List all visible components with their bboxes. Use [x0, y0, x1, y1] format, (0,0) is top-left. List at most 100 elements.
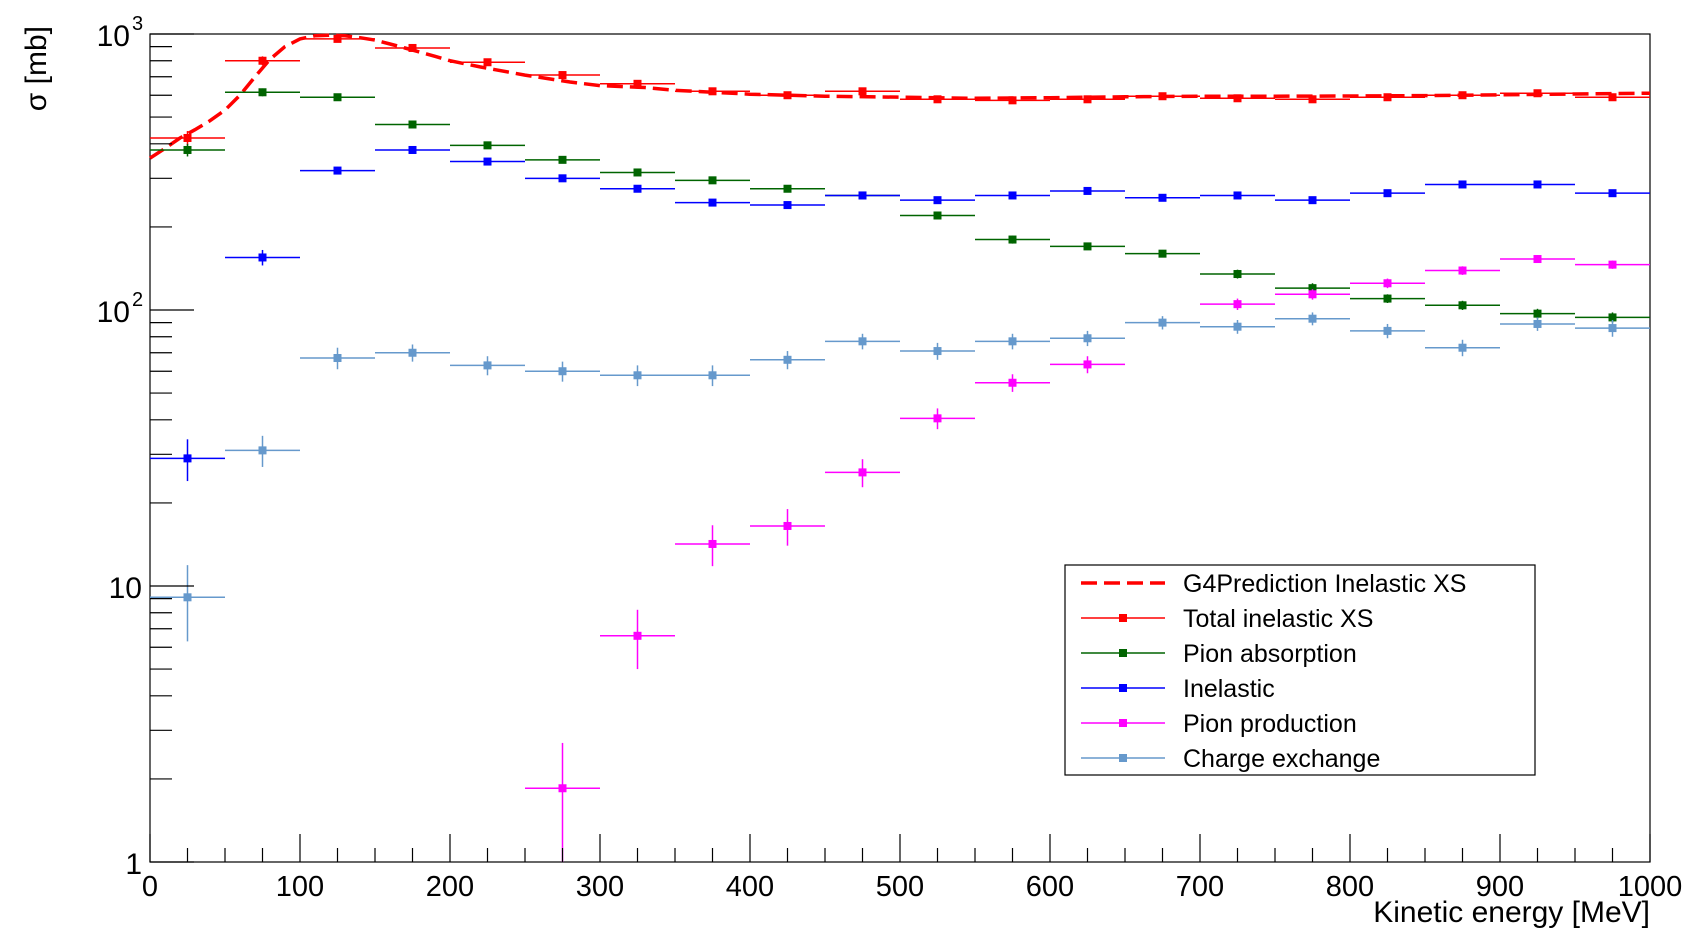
data-point: [483, 58, 492, 67]
y-tick-label: 10: [109, 572, 142, 605]
data-point: [933, 414, 942, 423]
legend: G4Prediction Inelastic XS Total inelastic…: [1064, 564, 1536, 776]
data-point: [1233, 94, 1242, 103]
data-point: [558, 367, 567, 376]
legend-entry-label: Inelastic: [1183, 675, 1275, 703]
data-point: [933, 211, 942, 220]
data-point: [1308, 196, 1317, 205]
data-point: [1383, 93, 1392, 102]
data-point: [708, 539, 717, 548]
data-point: [1008, 235, 1017, 244]
series-total-inelastic-xs: [150, 34, 1650, 146]
data-point: [408, 43, 417, 52]
data-point: [858, 337, 867, 346]
data-point: [1533, 319, 1542, 328]
data-point: [933, 196, 942, 205]
data-point: [858, 87, 867, 96]
data-point: [783, 355, 792, 364]
y-tick-label: 10: [97, 20, 130, 53]
x-tick-label: 600: [1026, 871, 1074, 903]
data-point: [483, 157, 492, 166]
data-point: [1008, 337, 1017, 346]
data-point: [1083, 242, 1092, 251]
x-tick-label: 900: [1476, 871, 1524, 903]
data-point: [1533, 255, 1542, 264]
data-point: [858, 191, 867, 200]
data-point: [708, 198, 717, 207]
data-point: [1308, 95, 1317, 104]
y-tick-label: 1: [125, 848, 142, 881]
x-tick-label: 300: [576, 871, 624, 903]
y-tick-label: 10: [97, 296, 130, 329]
data-point: [1383, 189, 1392, 198]
legend-swatch-marker: [1119, 754, 1127, 762]
y-axis-label: σ [mb]: [20, 26, 53, 111]
data-point: [1533, 180, 1542, 189]
data-point: [1008, 96, 1017, 105]
data-point: [1008, 191, 1017, 200]
legend-entry-label: Charge exchange: [1183, 745, 1380, 773]
data-point: [708, 371, 717, 380]
data-point: [1383, 326, 1392, 335]
data-point: [333, 354, 342, 363]
data-point: [783, 91, 792, 100]
data-point: [933, 95, 942, 104]
series-pion-production: [525, 255, 1650, 862]
data-point: [408, 145, 417, 154]
x-tick-label: 200: [426, 871, 474, 903]
series-layer: [150, 34, 1650, 862]
data-point: [1008, 378, 1017, 387]
data-point: [633, 631, 642, 640]
data-point: [1608, 189, 1617, 198]
data-point: [333, 166, 342, 175]
data-point: [483, 141, 492, 150]
data-point: [1608, 324, 1617, 333]
data-point: [1383, 294, 1392, 303]
data-point: [1233, 191, 1242, 200]
x-tick-label: 400: [726, 871, 774, 903]
data-point: [1233, 322, 1242, 331]
data-point: [1083, 186, 1092, 195]
data-point: [783, 521, 792, 530]
data-point: [783, 201, 792, 210]
x-tick-label: 700: [1176, 871, 1224, 903]
legend-box: [1064, 564, 1536, 776]
legend-swatch-marker: [1119, 649, 1127, 657]
data-point: [1083, 334, 1092, 343]
data-point: [183, 454, 192, 463]
series-inelastic: [150, 145, 1650, 482]
legend-entry-label: Total inelastic XS: [1183, 605, 1373, 633]
data-point: [408, 120, 417, 129]
legend-swatch-marker: [1119, 719, 1127, 727]
legend-entry-label: Pion absorption: [1183, 640, 1357, 668]
data-point: [183, 133, 192, 142]
data-point: [1458, 301, 1467, 310]
data-point: [558, 784, 567, 793]
data-point: [1158, 249, 1167, 258]
data-point: [1533, 89, 1542, 98]
x-tick-label: 800: [1326, 871, 1374, 903]
data-point: [858, 468, 867, 477]
data-point: [483, 361, 492, 370]
data-point: [258, 253, 267, 262]
data-point: [708, 87, 717, 96]
data-point: [258, 446, 267, 455]
data-point: [558, 174, 567, 183]
data-point: [1233, 300, 1242, 309]
data-point: [1458, 91, 1467, 100]
data-point: [1158, 92, 1167, 101]
data-point: [633, 79, 642, 88]
series-pion-absorption: [150, 88, 1650, 323]
x-tick-label: 0: [142, 871, 158, 903]
data-point: [1233, 270, 1242, 279]
data-point: [1458, 343, 1467, 352]
data-point: [1308, 314, 1317, 323]
data-point: [258, 88, 267, 97]
data-point: [183, 593, 192, 602]
data-point: [1608, 93, 1617, 102]
x-axis-label: Kinetic energy [MeV]: [1373, 896, 1650, 929]
legend-entry-label: G4Prediction Inelastic XS: [1183, 570, 1466, 598]
legend-swatch-marker: [1119, 684, 1127, 692]
